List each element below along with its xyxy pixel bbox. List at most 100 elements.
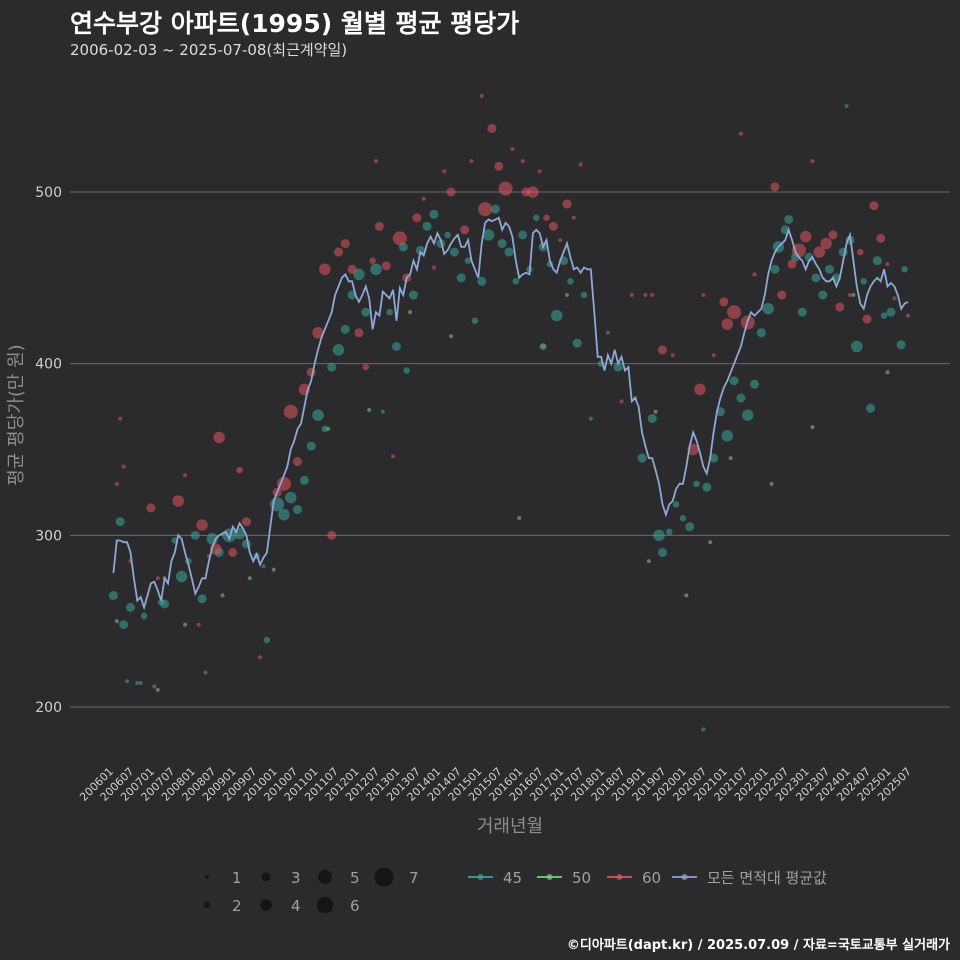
point-45 <box>327 362 337 372</box>
point-60 <box>657 345 667 355</box>
point-45 <box>482 229 495 241</box>
point-60 <box>813 246 826 258</box>
point-50 <box>247 576 252 581</box>
point-45 <box>701 727 706 732</box>
point-45 <box>340 324 350 334</box>
point-45 <box>278 508 290 521</box>
point-60 <box>391 454 396 459</box>
point-45 <box>175 570 188 583</box>
point-50 <box>769 481 774 486</box>
point-60 <box>799 230 812 243</box>
point-45 <box>901 266 908 273</box>
point-60 <box>312 327 324 339</box>
point-45 <box>750 379 760 389</box>
point-60 <box>835 302 845 312</box>
size-legend-label: 2 <box>232 897 242 915</box>
point-45 <box>657 548 667 557</box>
point-45 <box>261 564 266 569</box>
point-60 <box>241 517 251 527</box>
point-50 <box>326 426 331 431</box>
point-45 <box>409 290 419 300</box>
point-45 <box>762 302 774 315</box>
average-line <box>112 216 909 611</box>
point-45 <box>321 425 329 433</box>
point-60 <box>848 293 853 297</box>
point-50 <box>684 593 689 598</box>
point-50 <box>851 293 856 297</box>
point-45 <box>361 307 371 317</box>
point-45 <box>312 409 324 421</box>
point-45 <box>190 530 200 540</box>
point-60 <box>494 161 504 171</box>
point-45 <box>550 309 563 322</box>
point-60 <box>327 530 337 540</box>
point-60 <box>354 328 364 338</box>
point-60 <box>460 225 470 235</box>
point-60 <box>236 466 243 474</box>
size-legend-dot-2 <box>203 901 211 909</box>
point-45 <box>353 268 365 281</box>
point-45 <box>896 340 906 350</box>
point-45 <box>729 376 739 386</box>
point-45 <box>533 214 540 221</box>
point-45 <box>844 104 849 109</box>
chart-title: 연수부강 아파트(1995) 월별 평균 평당가 <box>70 9 520 38</box>
point-45 <box>825 264 835 274</box>
point-45 <box>422 221 432 231</box>
point-60 <box>392 231 407 246</box>
point-60 <box>787 259 797 269</box>
point-45 <box>770 264 780 274</box>
point-45 <box>415 245 425 255</box>
point-60 <box>828 230 838 240</box>
point-45 <box>572 338 582 348</box>
point-60 <box>258 655 263 660</box>
point-60 <box>869 201 879 211</box>
point-60 <box>906 313 910 318</box>
point-60 <box>721 318 734 330</box>
point-45 <box>605 330 610 335</box>
point-60 <box>412 213 422 223</box>
point-45 <box>672 501 680 508</box>
size-legend-label: 3 <box>291 869 301 887</box>
point-60 <box>727 305 742 320</box>
point-60 <box>770 182 780 192</box>
size-legend-label: 5 <box>350 869 360 887</box>
point-45 <box>637 453 647 463</box>
point-60 <box>694 383 706 396</box>
size-legend-label: 1 <box>232 869 242 887</box>
point-50 <box>220 593 225 598</box>
y-tick-label: 500 <box>35 185 62 201</box>
series-legend-label: 45 <box>503 869 522 887</box>
point-60 <box>537 169 542 174</box>
point-60 <box>118 416 123 421</box>
point-45 <box>741 409 754 421</box>
point-60 <box>629 293 634 297</box>
point-60 <box>431 265 436 270</box>
point-45 <box>332 344 345 356</box>
source-caption: ©디아파트(dapt.kr) / 2025.07.09 / 자료=국토교통부 실… <box>566 938 950 953</box>
point-45 <box>647 414 657 424</box>
point-45 <box>140 612 148 620</box>
point-45 <box>125 602 135 612</box>
point-60 <box>172 495 184 507</box>
point-60 <box>711 353 716 358</box>
point-60 <box>155 576 160 581</box>
point-60 <box>619 399 624 404</box>
point-60 <box>340 239 350 248</box>
point-45 <box>504 247 514 257</box>
point-60 <box>791 243 806 258</box>
chart-subtitle: 2006-02-03 ~ 2025-07-08(최근계약일) <box>70 41 348 59</box>
series-legend-label: 모든 면적대 평균값 <box>707 869 827 887</box>
point-60 <box>362 363 370 371</box>
point-60 <box>421 196 426 201</box>
point-60 <box>183 473 188 478</box>
point-60 <box>347 264 357 274</box>
point-45 <box>115 517 125 527</box>
size-legend-label: 4 <box>291 897 301 915</box>
point-60 <box>543 214 550 221</box>
point-45 <box>299 475 309 485</box>
point-45 <box>284 491 297 504</box>
point-45 <box>449 247 459 257</box>
point-50 <box>271 567 276 572</box>
point-45 <box>784 214 794 224</box>
